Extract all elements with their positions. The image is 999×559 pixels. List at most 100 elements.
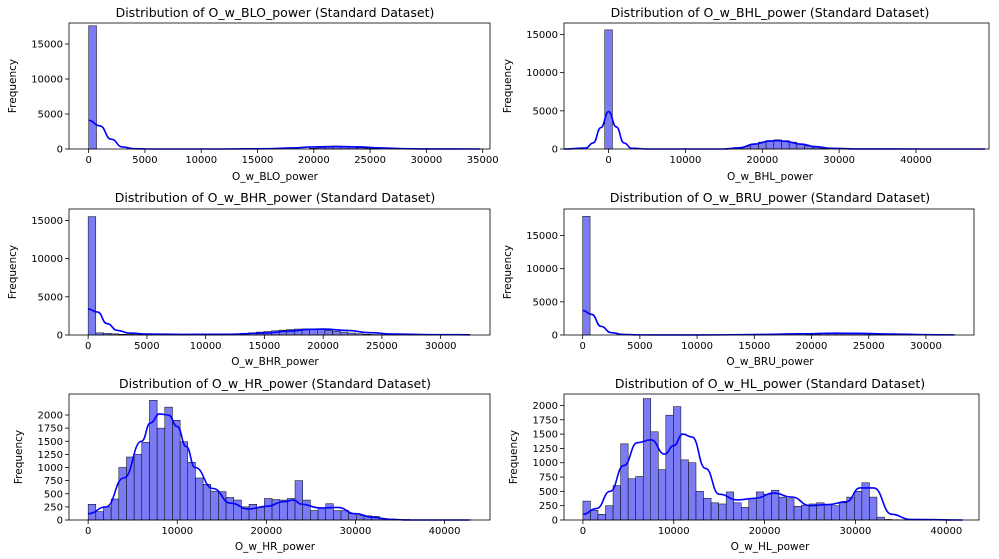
y-tick-label: 5000	[533, 297, 558, 308]
histogram-bar	[279, 499, 288, 521]
histogram-bar	[831, 505, 840, 521]
x-tick-label: 0	[580, 526, 586, 537]
chart-title: Distribution of O_w_BLO_power (Standard …	[116, 5, 435, 20]
x-axis-label: O_w_HR_power	[235, 541, 316, 553]
histogram-bar	[103, 506, 112, 521]
histogram-bar	[264, 498, 273, 521]
subplot-bru: Distribution of O_w_BRU_power (Standard …	[502, 190, 975, 368]
histogram-bar	[202, 484, 212, 521]
x-tick-label: 30000	[840, 526, 872, 537]
subplot-hl: Distribution of O_w_HL_power (Standard D…	[508, 376, 980, 553]
y-tick-label: 1250	[533, 444, 558, 455]
axes-frame	[68, 22, 491, 150]
x-tick-label: 5000	[132, 155, 157, 166]
y-tick-label: 250	[539, 501, 558, 512]
y-axis-label: Frequency	[502, 245, 514, 299]
y-tick-label: 0	[552, 145, 558, 156]
x-tick-label: 10000	[658, 526, 690, 537]
y-tick-label: 0	[57, 145, 63, 156]
plot-area: 0 10000 20000 30000 40000 0 250 500 750 1000 1250 1…	[533, 393, 980, 537]
y-tick-label: 250	[44, 502, 63, 513]
y-tick-label: 1000	[533, 458, 558, 469]
histogram-bar	[348, 513, 357, 521]
x-tick-label: 0	[579, 341, 585, 352]
y-tick-label: 15000	[31, 40, 63, 51]
x-tick-label: 30000	[425, 341, 457, 352]
histogram-bar	[118, 467, 127, 521]
y-tick-label: 750	[44, 476, 63, 487]
axes-frame	[563, 393, 980, 521]
histogram-bar	[179, 441, 189, 521]
x-tick-label: 5000	[627, 341, 652, 352]
histogram-bar	[763, 493, 772, 521]
y-tick-label: 1500	[38, 437, 63, 448]
x-axis-label: O_w_HL_power	[731, 541, 810, 553]
x-tick-label: 20000	[250, 526, 282, 537]
histogram-bar	[869, 496, 878, 521]
y-tick-label: 15000	[526, 231, 558, 242]
x-tick-label: 15000	[242, 155, 274, 166]
x-axis-label: O_w_BRU_power	[726, 356, 814, 368]
histogram-bar	[339, 331, 349, 336]
subplot-blo: Distribution of O_w_BLO_power (Standard …	[7, 5, 499, 183]
x-tick-label: 0	[605, 155, 611, 166]
plot-area: 0 10000 20000 30000 40000 0 250 500 750 1000 1250 1…	[38, 393, 491, 537]
histogram-bar	[733, 502, 742, 521]
histogram-bar	[248, 504, 257, 521]
histogram-bar	[356, 515, 365, 521]
histogram-bar	[110, 498, 120, 521]
axes-frame	[68, 208, 491, 336]
x-tick-label: 5000	[134, 341, 159, 352]
y-axis-label: Frequency	[7, 245, 19, 299]
histogram-bar	[680, 459, 689, 521]
kde-line	[88, 119, 481, 150]
x-tick-label: 40000	[900, 155, 932, 166]
histogram-bar	[325, 503, 334, 521]
histogram-bar	[620, 443, 629, 521]
y-tick-label: 0	[57, 331, 63, 342]
y-tick-label: 5000	[533, 106, 558, 117]
histogram-bar	[695, 491, 704, 521]
histogram-bar	[590, 510, 599, 521]
x-tick-label: 15000	[738, 341, 770, 352]
x-tick-label: 20000	[749, 526, 781, 537]
y-tick-label: 5000	[38, 110, 63, 121]
y-tick-label: 15000	[526, 30, 558, 41]
x-tick-label: 30000	[410, 155, 442, 166]
histogram-bar	[786, 498, 795, 521]
histogram-bar	[310, 510, 319, 521]
x-tick-label: 30000	[910, 341, 942, 352]
histogram-bar	[210, 490, 219, 521]
plot-area: 0 5000 10000 15000 20000 25000 30000 35000 0 5000…	[31, 22, 499, 166]
histogram-bar	[149, 400, 158, 521]
histogram-bar	[876, 516, 885, 521]
chart-title: Distribution of O_w_BRU_power (Standard …	[610, 190, 930, 205]
histogram-bar	[604, 29, 613, 150]
y-tick-label: 10000	[526, 68, 558, 79]
histogram-bar	[95, 511, 104, 521]
histogram-bar	[741, 507, 750, 521]
kde-line	[88, 308, 471, 336]
histogram-bar	[839, 502, 848, 521]
histogram-bar	[156, 427, 166, 521]
y-axis-label: Frequency	[508, 430, 520, 484]
x-tick-label: 40000	[429, 526, 461, 537]
x-tick-label: 25000	[366, 341, 398, 352]
histogram-bar	[612, 485, 621, 521]
histogram-bar	[793, 506, 802, 521]
y-tick-label: 1000	[38, 463, 63, 474]
histogram-bar	[195, 477, 204, 521]
histogram-bar	[778, 496, 787, 521]
histogram-bar	[88, 25, 97, 150]
plot-area: 0 5000 10000 15000 20000 25000 30000 0 5000 10000…	[526, 208, 975, 352]
histogram-bar	[164, 406, 173, 521]
x-tick-label: 10000	[670, 155, 702, 166]
y-axis-label: Frequency	[502, 59, 514, 113]
x-tick-label: 35000	[467, 155, 499, 166]
x-tick-label: 10000	[161, 526, 193, 537]
histogram-bar	[256, 507, 265, 521]
y-tick-label: 2000	[533, 401, 558, 412]
histogram-bar	[771, 489, 780, 521]
histogram-bar	[333, 510, 342, 521]
